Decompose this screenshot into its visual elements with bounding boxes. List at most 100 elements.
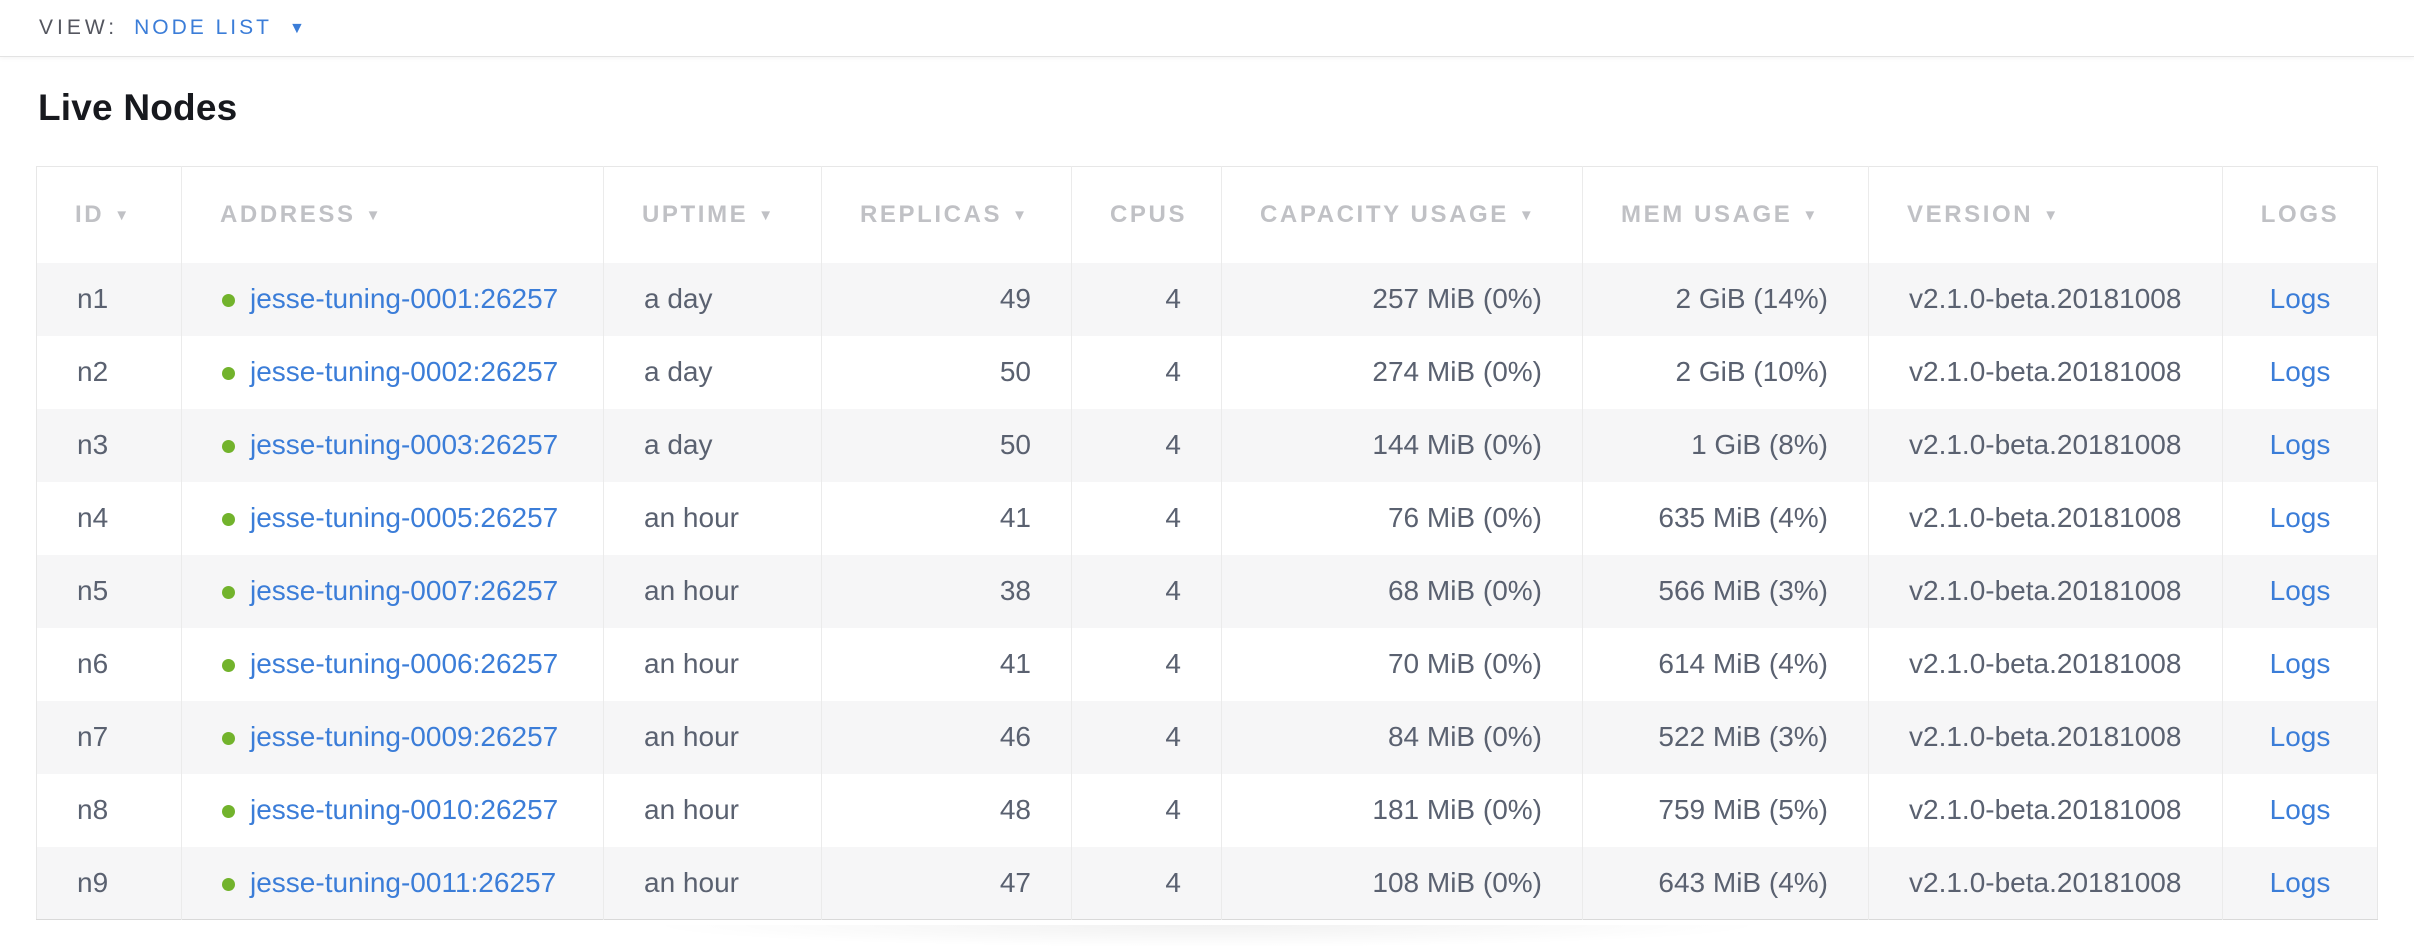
view-bar: VIEW: NODE LIST ▼ — [0, 0, 2414, 57]
replicas-cell: 47 — [821, 846, 1072, 920]
uptime-cell: an hour — [603, 481, 822, 555]
capacity-usage-cell: 70 MiB (0%) — [1221, 627, 1583, 701]
column-header-logs: LOGS — [2222, 166, 2378, 263]
column-header-address[interactable]: ADDRESS ▼ — [181, 166, 604, 263]
column-header-mem-usage[interactable]: MEM USAGE ▼ — [1582, 166, 1869, 263]
capacity-usage-cell: 108 MiB (0%) — [1221, 846, 1583, 920]
uptime-cell: an hour — [603, 846, 822, 920]
page-title: Live Nodes — [38, 87, 238, 128]
logs-link[interactable]: Logs — [2269, 356, 2331, 387]
capacity-usage-cell: 257 MiB (0%) — [1221, 262, 1583, 336]
node-address-link[interactable]: jesse-tuning-0007:26257 — [250, 575, 559, 606]
version-cell: v2.1.0-beta.20181008 — [1868, 481, 2223, 555]
cpus-cell: 4 — [1071, 408, 1222, 482]
node-row-n4: n4 jesse-tuning-0005:26257 an hour 41 4 76 Mi… — [37, 481, 2378, 555]
node-address-cell: jesse-tuning-0003:26257 — [181, 408, 604, 482]
node-health-icon — [222, 367, 235, 380]
node-row-n5: n5 jesse-tuning-0007:26257 an hour 38 4 68 Mi… — [36, 554, 2378, 628]
capacity-usage-cell: 84 MiB (0%) — [1221, 700, 1583, 774]
replicas-cell: 46 — [821, 700, 1072, 774]
replicas-cell: 38 — [821, 554, 1072, 628]
node-row-n6: n6 jesse-tuning-0006:26257 an hour 41 4 70 Mi… — [37, 627, 2378, 701]
column-header-capacity-usage[interactable]: CAPACITY USAGE ▼ — [1221, 166, 1583, 263]
column-header-label: CPUS — [1110, 200, 1188, 228]
logs-cell: Logs — [2222, 335, 2378, 409]
sort-desc-icon: ▼ — [758, 206, 776, 224]
logs-cell: Logs — [2222, 262, 2378, 336]
view-dropdown[interactable]: NODE LIST ▼ — [134, 16, 305, 40]
uptime-cell: a day — [603, 262, 822, 336]
version-cell: v2.1.0-beta.20181008 — [1868, 408, 2223, 482]
node-address-link[interactable]: jesse-tuning-0010:26257 — [250, 794, 559, 825]
column-header-label: VERSION — [1907, 200, 2034, 228]
column-header-uptime[interactable]: UPTIME ▼ — [603, 166, 822, 263]
column-header-label: REPLICAS — [860, 200, 1003, 228]
node-row-n7: n7 jesse-tuning-0009:26257 an hour 46 4 84 Mi… — [36, 700, 2378, 774]
node-address-cell: jesse-tuning-0005:26257 — [181, 481, 604, 555]
mem-usage-cell: 614 MiB (4%) — [1582, 627, 1869, 701]
uptime-cell: an hour — [603, 773, 822, 847]
node-id-cell: n4 — [77, 502, 109, 533]
version-cell: v2.1.0-beta.20181008 — [1868, 554, 2223, 628]
replicas-cell: 50 — [821, 335, 1072, 409]
sort-desc-icon: ▼ — [114, 206, 132, 224]
node-health-icon — [222, 732, 235, 745]
node-row-n3: n3 jesse-tuning-0003:26257 a day 50 4 144 MiB… — [36, 408, 2378, 482]
column-header-version[interactable]: VERSION ▼ — [1868, 166, 2223, 263]
node-health-icon — [222, 877, 235, 891]
table-body: n1 jesse-tuning-0001:26257 a day 49 4 257 MiB… — [36, 262, 2378, 920]
cpus-cell: 4 — [1071, 846, 1222, 920]
column-header-label: ID — [75, 200, 105, 228]
node-address-link[interactable]: jesse-tuning-0006:26257 — [250, 648, 559, 679]
node-address-link[interactable]: jesse-tuning-0001:26257 — [250, 283, 559, 314]
uptime-cell: an hour — [603, 627, 822, 701]
version-cell: v2.1.0-beta.20181008 — [1868, 846, 2223, 920]
node-address-link[interactable]: jesse-tuning-0009:26257 — [250, 721, 559, 752]
version-cell: v2.1.0-beta.20181008 — [1868, 262, 2223, 336]
node-address-cell: jesse-tuning-0002:26257 — [181, 335, 604, 409]
node-id-cell: n2 — [77, 356, 109, 387]
capacity-usage-cell: 274 MiB (0%) — [1221, 335, 1583, 409]
cpus-cell: 4 — [1071, 262, 1222, 336]
logs-cell: Logs — [2222, 627, 2378, 701]
mem-usage-cell: 2 GiB (14%) — [1582, 262, 1869, 336]
node-address-link[interactable]: jesse-tuning-0002:26257 — [250, 356, 559, 387]
capacity-usage-cell: 76 MiB (0%) — [1221, 481, 1583, 555]
uptime-cell: a day — [603, 335, 822, 409]
live-nodes-table: ID ▼ ADDRESS ▼ UPTIME ▼ REPLICAS ▼ CPUS CAPACITY … — [36, 166, 2378, 920]
logs-link[interactable]: Logs — [2269, 721, 2331, 752]
node-address-link[interactable]: jesse-tuning-0005:26257 — [250, 502, 559, 533]
logs-link[interactable]: Logs — [2269, 575, 2331, 606]
node-row-n9: n9 jesse-tuning-0011:26257 an hour 47 4 108 M… — [36, 846, 2378, 920]
node-id-cell: n8 — [77, 794, 109, 825]
column-header-replicas[interactable]: REPLICAS ▼ — [821, 166, 1072, 263]
logs-cell: Logs — [2222, 846, 2378, 920]
capacity-usage-cell: 68 MiB (0%) — [1221, 554, 1583, 628]
node-id-cell: n7 — [77, 721, 109, 752]
logs-link[interactable]: Logs — [2269, 283, 2331, 314]
version-cell: v2.1.0-beta.20181008 — [1868, 773, 2223, 847]
mem-usage-cell: 643 MiB (4%) — [1582, 846, 1869, 920]
column-header-label: CAPACITY USAGE — [1260, 200, 1509, 228]
column-header-label: ADDRESS — [220, 200, 356, 228]
logs-link[interactable]: Logs — [2269, 794, 2331, 825]
panel-bottom-shadow — [457, 925, 1957, 948]
sort-desc-icon: ▼ — [2043, 206, 2061, 224]
column-header-id[interactable]: ID ▼ — [36, 166, 182, 263]
mem-usage-cell: 2 GiB (10%) — [1582, 335, 1869, 409]
capacity-usage-cell: 181 MiB (0%) — [1221, 773, 1583, 847]
logs-link[interactable]: Logs — [2269, 502, 2331, 533]
logs-link[interactable]: Logs — [2269, 648, 2331, 679]
column-header-label: LOGS — [2260, 200, 2340, 228]
header-row: ID ▼ ADDRESS ▼ UPTIME ▼ REPLICAS ▼ CPUS CAPACITY … — [36, 166, 2378, 263]
column-header-label: UPTIME — [642, 200, 749, 228]
column-header-label: MEM USAGE — [1621, 200, 1793, 228]
logs-link[interactable]: Logs — [2269, 866, 2331, 898]
node-health-icon — [222, 659, 235, 672]
uptime-cell: an hour — [603, 700, 822, 774]
node-id-cell: n3 — [77, 429, 109, 460]
cpus-cell: 4 — [1071, 481, 1222, 555]
node-address-link[interactable]: jesse-tuning-0003:26257 — [250, 429, 559, 460]
node-address-link[interactable]: jesse-tuning-0011:26257 — [250, 866, 557, 898]
logs-link[interactable]: Logs — [2269, 429, 2331, 460]
